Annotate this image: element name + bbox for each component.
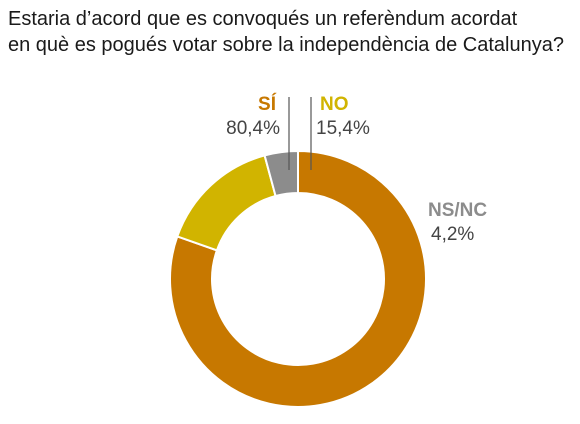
slice-value-no: 15,4% [316, 118, 370, 139]
slice-label-si: SÍ [258, 93, 277, 115]
slice-value-nsnc: 4,2% [431, 224, 474, 245]
donut-slice-no [176, 154, 277, 252]
slice-label-no: NO [320, 94, 349, 115]
chart-title-line-1: Estaria d’acord que es convoqués un refe… [8, 8, 518, 30]
donut-slices [169, 149, 427, 408]
slice-value-si: 80,4% [226, 118, 280, 139]
slice-label-nsnc: NS/NC [428, 200, 487, 221]
donut-slice-si [169, 149, 427, 408]
label-leader-lines [288, 97, 312, 170]
chart-title: Estaria d’acord que es convoqués un refe… [8, 6, 573, 58]
chart-title-line-2: en què es pogués votar sobre la independ… [8, 34, 564, 56]
donut-slice-nsnc [263, 149, 299, 198]
